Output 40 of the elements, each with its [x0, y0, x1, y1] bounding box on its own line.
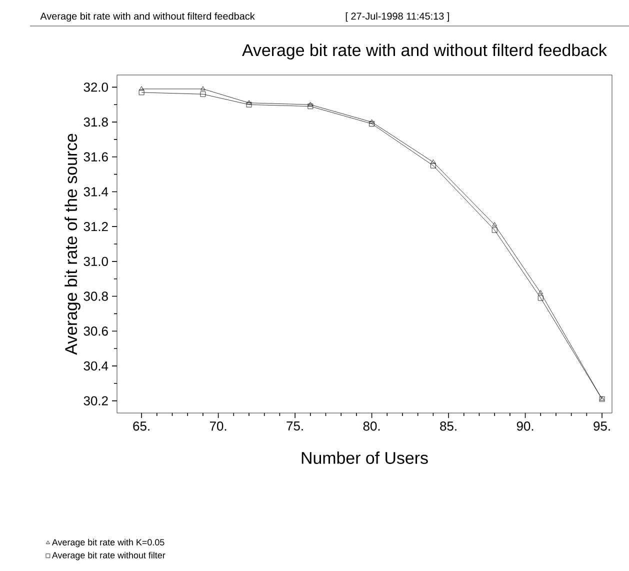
point [538, 290, 543, 294]
x-axis-title: Number of Users [302, 452, 428, 464]
y-tick-label: 30.6 [84, 326, 108, 336]
x-tick-label: 80. [363, 422, 380, 431]
point [538, 295, 544, 301]
point [308, 104, 314, 110]
point [200, 86, 206, 90]
legend-label: Average bit rate with K=0.05 [52, 538, 164, 548]
y-tick-label: 30.4 [84, 361, 108, 371]
chart-title: Average bit rate with and without filterd feedback [242, 44, 607, 60]
point [246, 100, 252, 104]
point [200, 91, 206, 97]
x-tick-label: 65. [133, 422, 150, 431]
text: Average bit rate with and without filterd feedback [40, 12, 255, 22]
x-tick-label: 70. [210, 422, 226, 431]
x-tick-label: 90. [516, 422, 534, 431]
point [430, 159, 436, 164]
point [492, 222, 497, 226]
y-tick-label: 31.8 [84, 117, 108, 127]
point [308, 102, 313, 106]
point [492, 227, 498, 233]
y-tick-label: 31.6 [84, 152, 108, 162]
point [369, 119, 374, 124]
x-tick-label: 95. [594, 422, 610, 431]
point [430, 162, 436, 168]
point [138, 90, 144, 96]
text: [ 27-Jul-1998 11:45:13 ] [346, 12, 449, 22]
y-tick-label: 30.2 [84, 396, 108, 406]
y-tick-label: 32.0 [84, 82, 108, 92]
y-tick-label: 31.0 [84, 256, 108, 266]
legend-label: Average bit rate without filter [52, 552, 166, 560]
y-tick-label: 31.2 [84, 222, 108, 232]
x-tick-label: 75. [286, 422, 303, 431]
point [139, 86, 144, 90]
y-axis-title: Average bit rate of the source [64, 134, 80, 355]
point [369, 121, 374, 126]
y-tick-label: 30.8 [84, 292, 108, 301]
y-tick-label: 31.4 [84, 187, 108, 196]
point [246, 102, 252, 108]
x-tick-label: 85. [440, 422, 456, 431]
